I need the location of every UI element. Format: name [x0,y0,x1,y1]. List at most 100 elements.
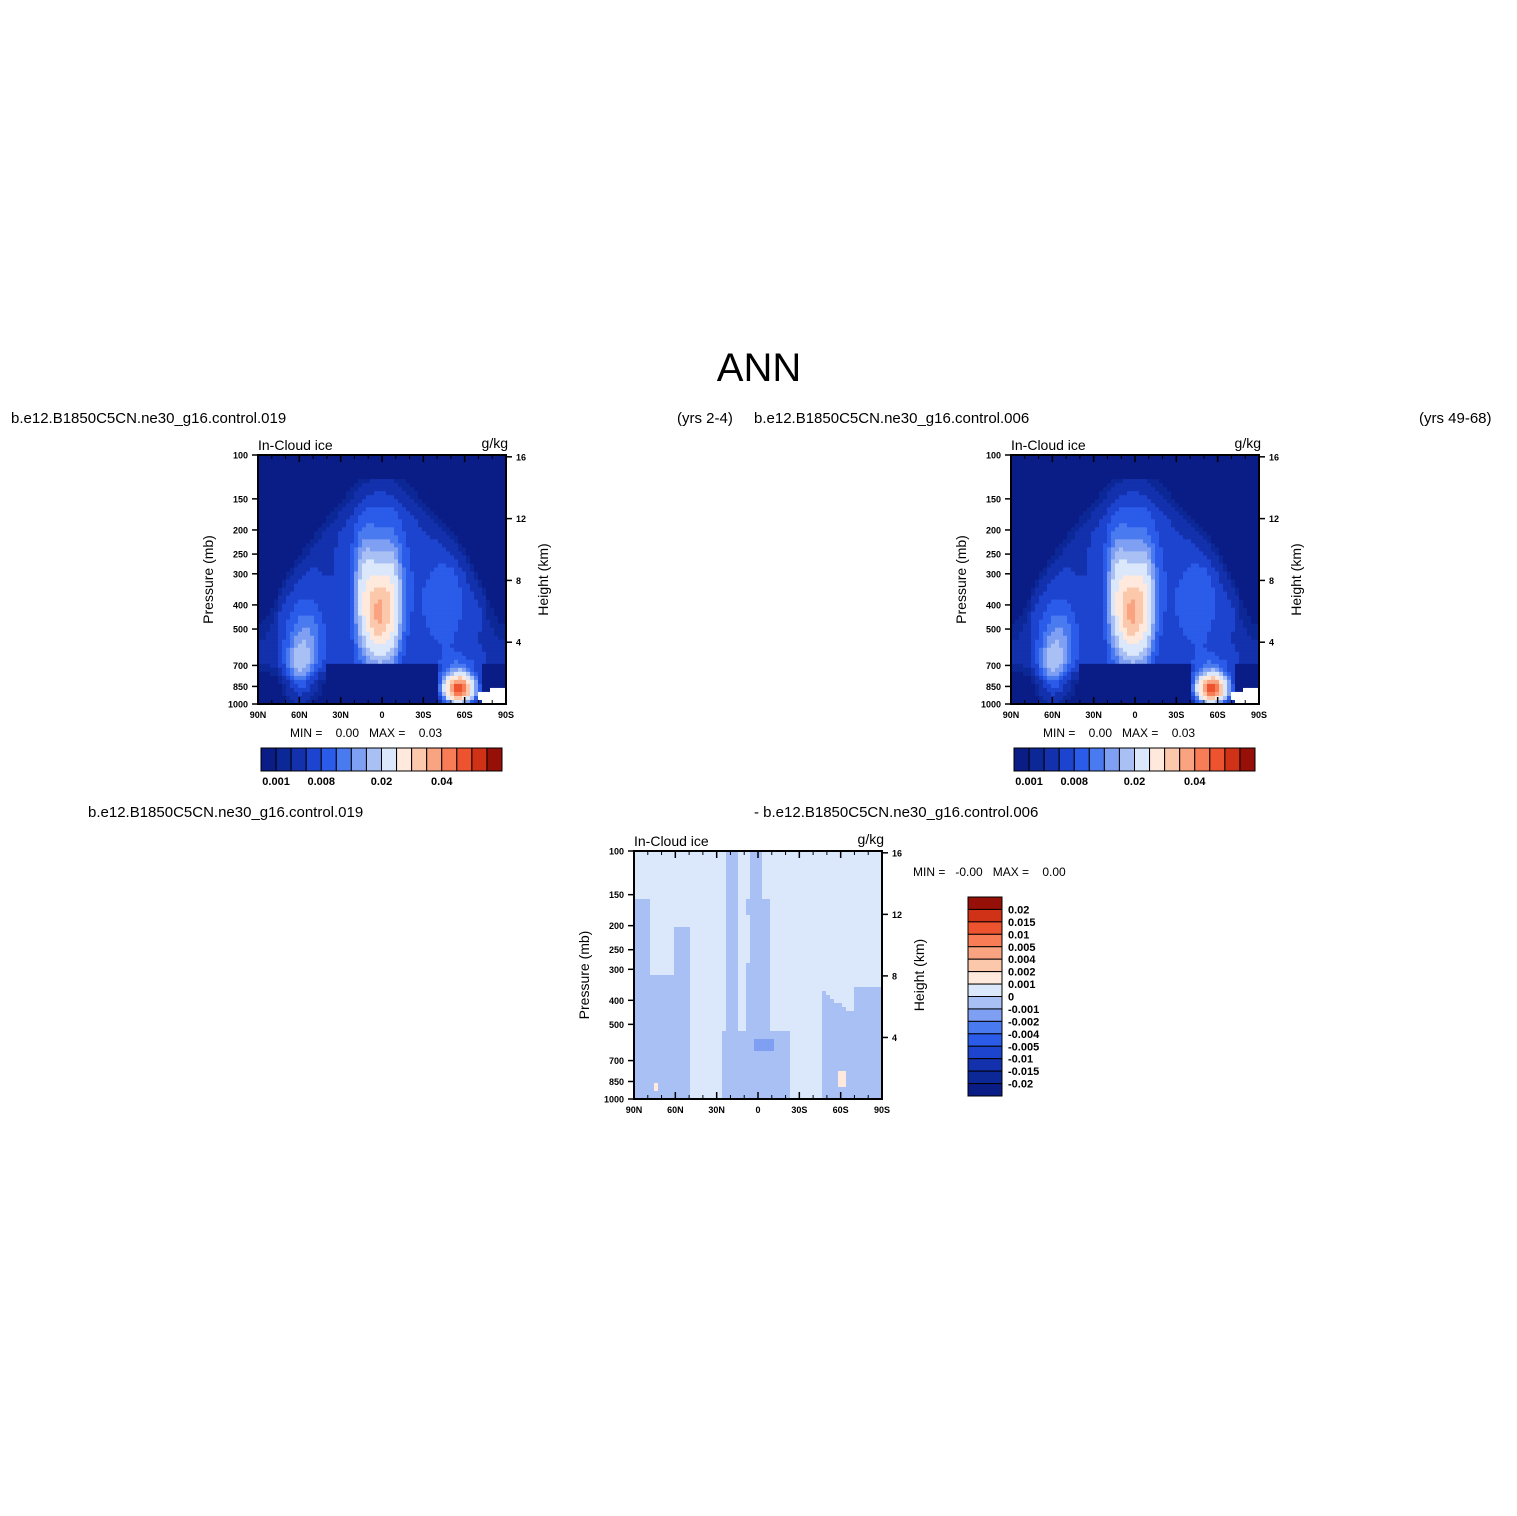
contour-cell [1091,475,1096,480]
contour-cell [290,547,295,552]
contour-cell [1031,471,1036,476]
contour-cell [490,539,495,544]
contour-cell [1067,487,1072,492]
contour-cell [502,599,506,605]
contour-cell [370,655,375,661]
contour-cell [474,567,479,573]
contour-cell [262,667,267,673]
contour-cell [322,487,327,492]
contour-cell [470,515,475,520]
contour-cell [430,467,435,472]
contour-cell [1043,495,1048,500]
contour-cell [1123,455,1128,460]
contour-cell [446,651,451,657]
contour-cell [1047,499,1052,504]
contour-cell [386,567,391,573]
contour-cell [1155,495,1160,500]
contour-cell [398,667,403,673]
contour-cell [270,527,275,532]
contour-cell [410,647,415,653]
contour-cell [1015,487,1020,492]
contour-cell [482,599,487,605]
contour-cell [346,483,351,488]
contour-cell [406,559,411,565]
contour-cell [398,623,403,629]
contour-cell [398,627,403,633]
contour-cell [374,519,379,524]
contour-cell [1175,519,1180,524]
contour-cell [262,523,267,528]
contour-cell [382,559,387,565]
contour-cell [1107,459,1112,464]
contour-cell [1135,507,1140,512]
contour-cell [434,675,439,681]
contour-cell [442,579,447,585]
contour-cell [502,675,506,681]
contour-cell [430,559,435,565]
contour-cell [478,551,483,557]
contour-cell [330,675,335,681]
contour-cell [262,559,267,565]
contour-cell [322,647,327,653]
contour-cell [358,495,363,500]
contour-cell [426,675,431,681]
contour-cell [470,619,475,625]
contour-cell [378,659,383,665]
contour-cell [478,515,483,520]
contour-cell [326,579,331,585]
contour-cell [466,515,471,520]
contour-cell [262,551,267,557]
contour-cell [406,567,411,573]
contour-cell [402,507,407,512]
contour-cell [430,543,435,548]
contour-cell [466,535,471,540]
contour-cell [378,667,383,673]
contour-cell [314,479,319,484]
contour-cell [422,683,427,689]
contour-cell [462,507,467,512]
contour-cell [414,555,419,561]
control-name-label: b.e12.B1850C5CN.ne30_g16.control.006 [754,410,1029,427]
contour-cell [390,671,395,677]
contour-cell [422,603,427,609]
contour-cell [322,507,327,512]
contour-cell [414,619,419,625]
contour-cell [302,455,307,460]
contour-cell [274,547,279,552]
contour-cell [302,687,307,693]
contour-cell [270,603,275,609]
contour-cell [342,647,347,653]
contour-cell [394,499,399,504]
contour-cell [354,511,359,516]
contour-cell [494,695,499,701]
contour-cell [442,651,447,657]
contour-cell [1027,487,1032,492]
contour-cell [1099,519,1104,524]
y2-tick-label: 4 [516,638,521,648]
contour-cell [366,499,371,504]
contour-cell [1235,483,1240,488]
contour-cell [334,627,339,633]
contour-cell [266,559,271,565]
contour-cell [426,523,431,528]
contour-cell [1027,511,1032,516]
contour-cell [258,627,263,633]
contour-cell [426,695,431,701]
contour-cell [486,607,491,613]
contour-cell [258,491,263,496]
contour-cell [270,531,275,536]
contour-cell [410,523,415,528]
contour-cell [1191,511,1196,516]
contour-cell [406,487,411,492]
contour-cell [330,527,335,532]
contour-cell [1199,475,1204,480]
contour-cell [294,679,299,685]
contour-cell [470,547,475,552]
contour-cell [446,483,451,488]
contour-cell [430,635,435,641]
contour-cell [1239,475,1244,480]
contour-cell [310,511,315,516]
contour-cell [1059,491,1064,496]
contour-cell [458,571,463,577]
colorbar-swatch [275,747,292,772]
